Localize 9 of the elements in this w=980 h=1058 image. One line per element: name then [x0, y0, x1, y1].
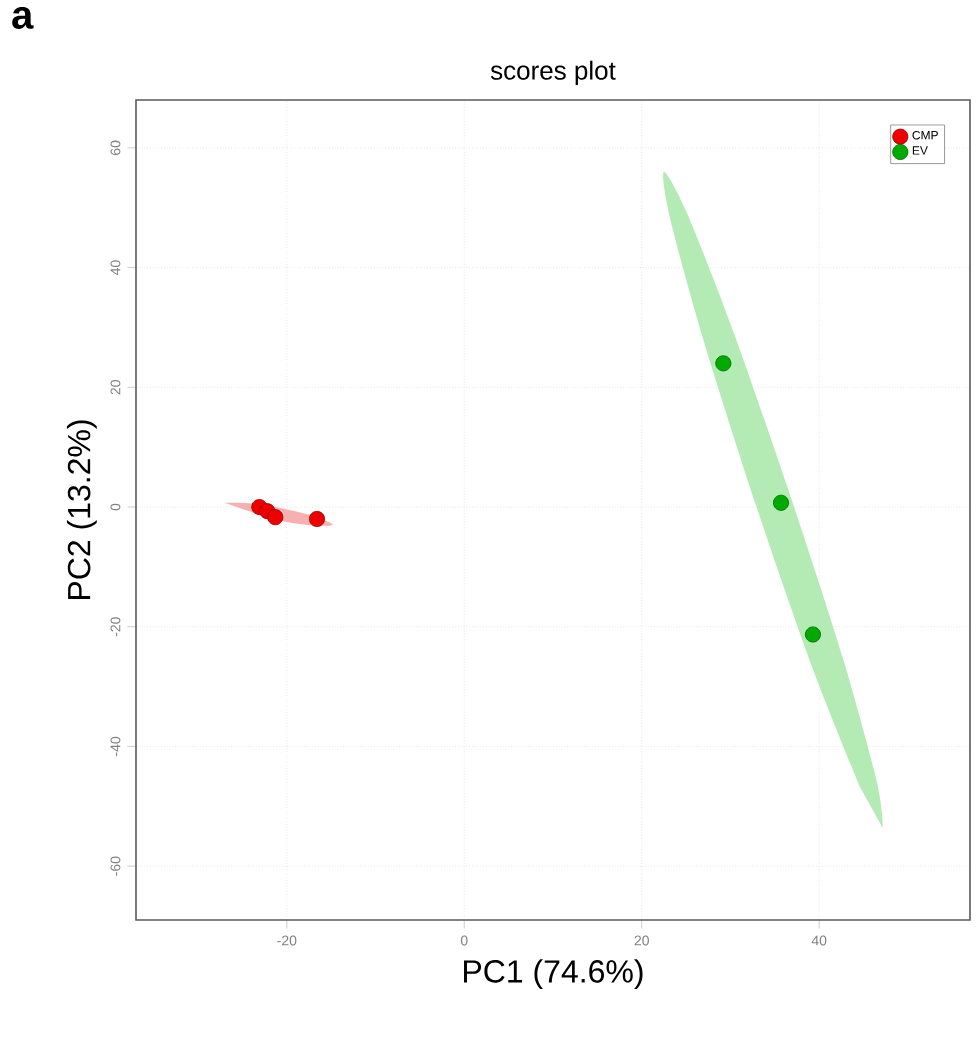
point	[267, 509, 284, 526]
chart-title: scores plot	[490, 60, 616, 85]
point	[804, 626, 821, 643]
point	[773, 494, 790, 511]
x-axis-title: PC1 (74.6%)	[464, 959, 643, 990]
point	[308, 510, 325, 527]
text: a	[12, 7, 34, 29]
point	[715, 355, 732, 372]
y-axis-title: PC2 (13.2%)	[66, 420, 97, 599]
